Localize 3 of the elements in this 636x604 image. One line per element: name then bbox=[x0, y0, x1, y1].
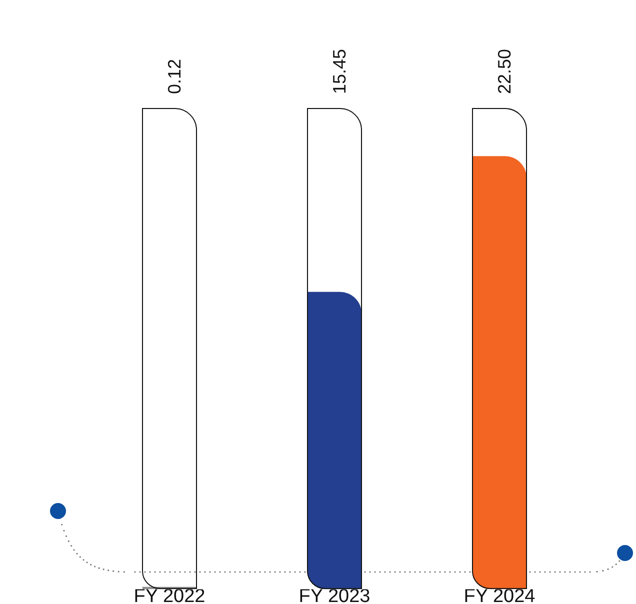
data-label: 0.12 bbox=[164, 58, 184, 94]
data-label: 22.50 bbox=[494, 48, 514, 94]
data-label: 15.45 bbox=[329, 48, 350, 94]
